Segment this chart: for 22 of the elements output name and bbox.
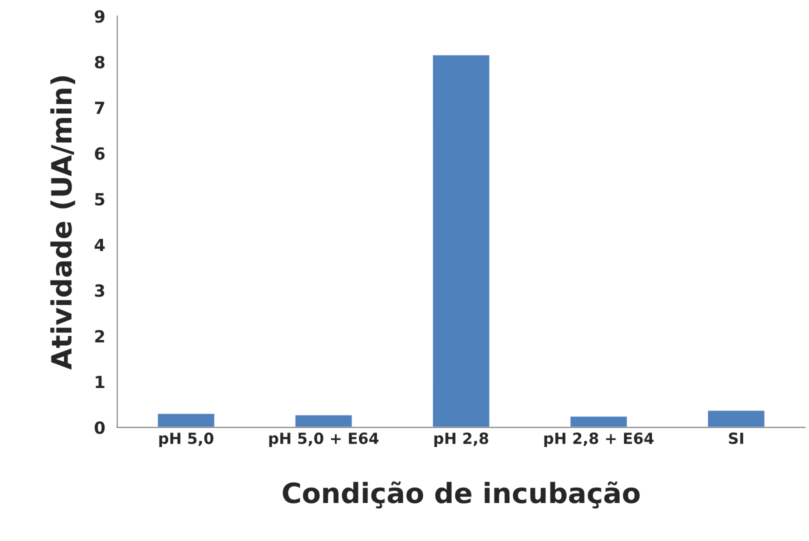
x-axis-title: Condição de incubação xyxy=(282,481,640,508)
y-tick-label: 9 xyxy=(94,10,104,23)
x-tick-label: pH 5,0 xyxy=(159,432,214,448)
y-tick-label: 2 xyxy=(95,330,104,342)
y-axis-title: Atividade (UA/min) xyxy=(50,76,76,370)
x-tick-label: pH 5,0 + E64 xyxy=(269,432,379,448)
x-tick-label: pH 2,8 + E64 xyxy=(544,432,654,448)
y-tick-label: 4 xyxy=(94,238,105,251)
y-tick-label: 5 xyxy=(95,193,104,206)
bar xyxy=(156,412,216,428)
bar xyxy=(569,415,628,428)
y-tick-label: 7 xyxy=(95,102,104,114)
y-tick-label: 1 xyxy=(96,376,104,388)
y-tick-label: 0 xyxy=(94,421,105,434)
bar xyxy=(432,54,491,428)
x-tick-label: SI xyxy=(728,432,744,444)
y-tick-label: 3 xyxy=(95,284,104,297)
y-tick-label: 6 xyxy=(94,147,105,160)
bar xyxy=(706,409,766,428)
x-tick-label: pH 2,8 xyxy=(434,432,488,448)
y-tick-label: 8 xyxy=(94,56,104,68)
bar xyxy=(294,414,354,428)
